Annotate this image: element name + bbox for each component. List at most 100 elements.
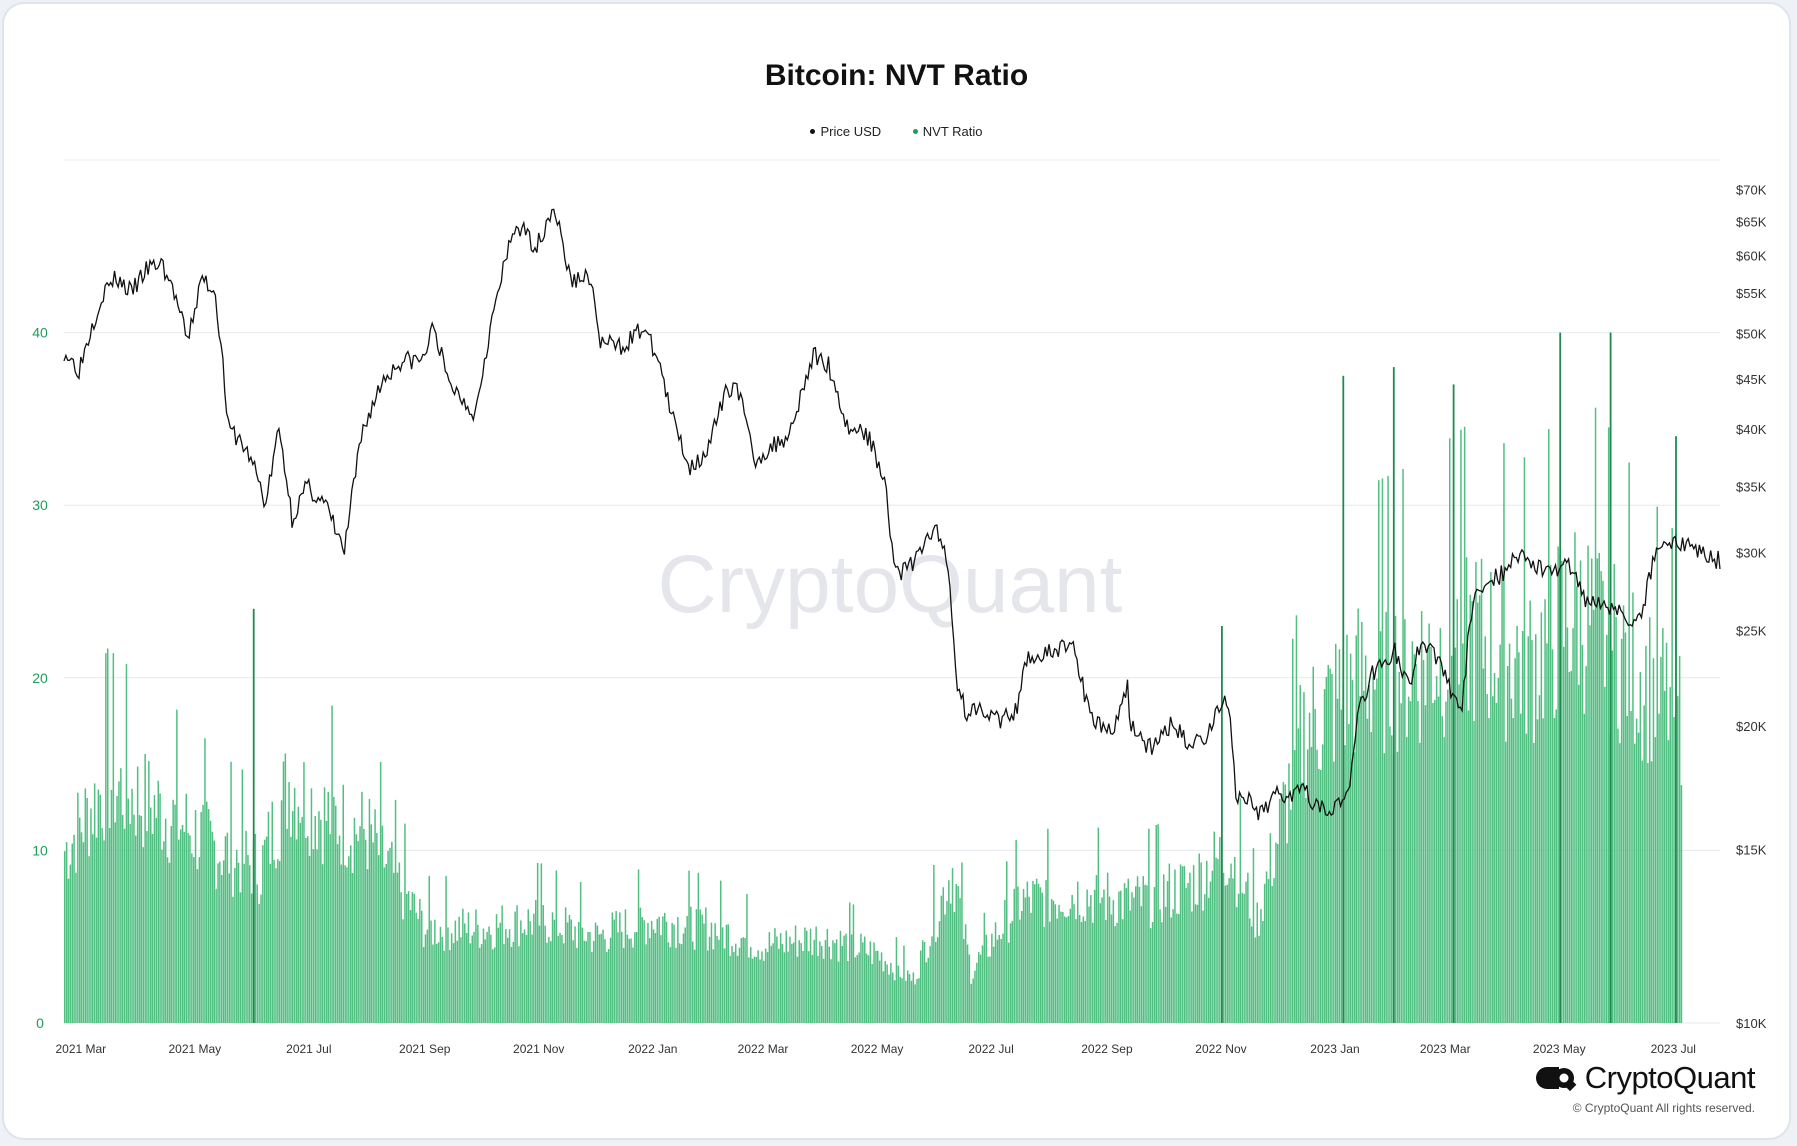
nvt-peak-bar [1675, 436, 1677, 1023]
nvt-bar [135, 835, 137, 1023]
nvt-bar [1357, 608, 1359, 1023]
nvt-bar [88, 856, 90, 1023]
nvt-bar [809, 928, 812, 1023]
nvt-bar [71, 843, 73, 1023]
nvt-bar [458, 916, 460, 1023]
nvt-bar [1262, 921, 1264, 1023]
right-axis-tick-label: $10K [1736, 1016, 1767, 1031]
nvt-bar [105, 653, 107, 1023]
nvt-bar [1533, 742, 1535, 1023]
nvt-bar [1460, 429, 1462, 1023]
nvt-bar [949, 903, 952, 1023]
nvt-bar [1080, 922, 1083, 1023]
nvt-bar [1527, 636, 1529, 1023]
nvt-bar [621, 931, 623, 1023]
nvt-bar [120, 768, 122, 1023]
nvt-bar [1069, 908, 1072, 1023]
x-axis-tick-label: 2022 Jan [628, 1042, 677, 1056]
nvt-bar [353, 817, 356, 1023]
nvt-bar [133, 814, 135, 1023]
nvt-bar [1338, 649, 1341, 1023]
nvt-bar [1310, 746, 1313, 1023]
nvt-bar [92, 834, 94, 1023]
nvt-bar [155, 817, 158, 1023]
nvt-bar [1282, 782, 1285, 1023]
nvt-bar [1493, 673, 1496, 1023]
nvt-bar [675, 947, 677, 1023]
nvt-bar [531, 934, 533, 1023]
nvt-bar [518, 946, 520, 1023]
nvt-bar [1402, 469, 1404, 1023]
nvt-bar [1667, 740, 1670, 1023]
nvt-bar [127, 798, 129, 1023]
x-axis: 2021 Mar 2021 May 2021 Jul 2021 Sep 2021 Nov… [55, 1042, 1695, 1056]
nvt-bar [1219, 837, 1221, 1023]
nvt-bar [821, 946, 823, 1023]
nvt-bar [1239, 798, 1242, 1023]
nvt-bar [338, 835, 341, 1023]
nvt-bar [957, 885, 959, 1023]
nvt-bar [1170, 917, 1172, 1023]
nvt-bar [297, 806, 300, 1023]
nvt-bar [727, 924, 729, 1023]
x-axis-tick-label: 2021 Jul [286, 1042, 331, 1056]
nvt-bar [264, 839, 266, 1023]
nvt-bar [606, 951, 608, 1023]
nvt-bar [1092, 922, 1094, 1023]
nvt-bar [819, 941, 821, 1023]
nvt-bar [617, 932, 619, 1023]
nvt-bar [93, 783, 96, 1023]
nvt-bar [490, 934, 492, 1023]
nvt-bar [1269, 833, 1272, 1023]
nvt-bar [1430, 647, 1432, 1023]
nvt-bar [910, 980, 913, 1023]
nvt-bar [1067, 916, 1070, 1023]
nvt-bar [882, 971, 885, 1023]
nvt-bar [634, 932, 636, 1023]
nvt-bar [703, 923, 705, 1023]
nvt-bar [1445, 701, 1447, 1023]
nvt-bar [185, 793, 187, 1023]
nvt-bar [1520, 713, 1522, 1023]
x-axis-tick-label: 2023 Jan [1310, 1042, 1359, 1056]
legend-item-nvt[interactable]: NVT Ratio [912, 124, 983, 139]
nvt-bar [243, 863, 245, 1023]
nvt-bar [90, 808, 92, 1023]
nvt-bar [705, 907, 707, 1023]
nvt-bar [198, 857, 201, 1023]
nvt-bar [1106, 872, 1109, 1023]
nvt-bar [521, 933, 524, 1023]
nvt-bar [1049, 921, 1051, 1023]
nvt-bar [654, 933, 657, 1023]
nvt-bar [983, 912, 986, 1023]
nvt-bar [176, 709, 178, 1023]
nvt-bar [434, 919, 436, 1023]
nvt-bar [168, 862, 171, 1023]
nvt-bar [723, 948, 726, 1023]
nvt-bar [557, 936, 559, 1023]
nvt-bar [918, 978, 920, 1023]
nvt-bar [404, 823, 406, 1023]
nvt-bar [361, 791, 363, 1023]
nvt-bar [1056, 918, 1058, 1023]
nvt-bar [817, 955, 819, 1023]
legend-item-price[interactable]: Price USD [810, 124, 881, 139]
nvt-bar [1249, 918, 1251, 1023]
nvt-bar [1237, 893, 1240, 1023]
nvt-bar [299, 822, 301, 1023]
right-axis-tick-label: $25K [1736, 624, 1767, 639]
nvt-bar [946, 900, 948, 1023]
nvt-bar [720, 880, 722, 1023]
nvt-bar [718, 939, 720, 1023]
nvt-bar [1518, 652, 1520, 1023]
nvt-bar [1366, 718, 1369, 1023]
nvt-bar [1144, 884, 1146, 1023]
nvt-bar [1340, 709, 1343, 1023]
nvt-bar [1336, 698, 1339, 1023]
nvt-bar [228, 873, 230, 1023]
nvt-bar [1121, 919, 1124, 1023]
nvt-bar [374, 809, 376, 1023]
nvt-bar [275, 868, 277, 1023]
nvt-bar [589, 932, 591, 1023]
nvt-bar [1189, 872, 1191, 1023]
